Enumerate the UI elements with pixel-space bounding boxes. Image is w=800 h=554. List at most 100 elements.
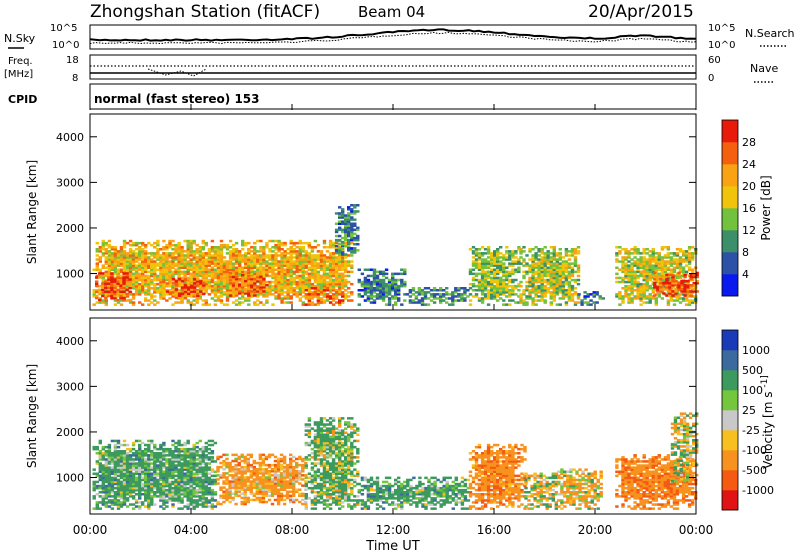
heatmap-cell <box>289 276 293 280</box>
heatmap-cell <box>101 495 105 498</box>
heatmap-cell <box>292 287 296 290</box>
heatmap-cell <box>684 250 689 253</box>
heatmap-cell <box>319 299 324 302</box>
heatmap-cell <box>334 266 339 269</box>
heatmap-cell <box>372 289 377 292</box>
heatmap-cell <box>198 260 202 263</box>
heatmap-cell <box>174 256 178 259</box>
heatmap-cell <box>116 486 121 490</box>
heatmap-cell <box>183 493 187 496</box>
heatmap-cell <box>310 266 315 269</box>
heatmap-cell <box>156 478 160 482</box>
heatmap-cell <box>259 239 263 243</box>
heatmap-cell <box>540 282 544 286</box>
heatmap-cell <box>159 505 163 508</box>
heatmap-cell <box>471 284 476 288</box>
heatmap-cell <box>350 224 354 227</box>
heatmap-cell <box>150 458 154 461</box>
heatmap-cell <box>508 303 512 306</box>
heatmap-cell <box>508 262 512 265</box>
heatmap-cell <box>534 254 538 257</box>
heatmap-cell <box>310 301 315 304</box>
heatmap-cell <box>125 493 130 496</box>
heatmap-cell <box>113 447 118 451</box>
heatmap-cell <box>543 268 547 271</box>
heatmap-cell <box>201 452 205 455</box>
heatmap-cell <box>195 256 199 259</box>
heatmap-cell <box>201 491 205 494</box>
heatmap-cell <box>592 291 596 294</box>
heatmap-cell <box>486 289 491 292</box>
heatmap-cell <box>624 256 628 259</box>
heatmap-cell <box>695 273 699 277</box>
heatmap-cell <box>546 252 550 255</box>
heatmap-cell <box>134 486 139 490</box>
heatmap-cell <box>645 301 649 304</box>
heatmap-cell <box>180 501 184 504</box>
heatmap-cell <box>331 266 336 269</box>
heatmap-cell <box>331 246 336 249</box>
heatmap-cell <box>334 245 339 248</box>
heatmap-cell <box>360 272 365 276</box>
heatmap-cell <box>192 280 196 284</box>
heatmap-cell <box>347 216 351 219</box>
heatmap-cell <box>344 280 348 284</box>
heatmap-cell <box>666 262 671 265</box>
heatmap-cell <box>366 295 371 298</box>
heatmap-cell <box>244 290 248 293</box>
heatmap-cell <box>639 299 643 302</box>
heatmap-cell <box>369 297 374 300</box>
heatmap-cell <box>131 472 136 475</box>
heatmap-cell <box>394 301 398 304</box>
heatmap-cell <box>147 264 151 267</box>
heatmap-cell <box>265 299 269 302</box>
heatmap-cell <box>683 286 687 289</box>
heatmap-cell <box>534 291 538 294</box>
heatmap-cell <box>668 286 672 289</box>
heatmap-cell <box>174 482 178 486</box>
heatmap-cell <box>304 284 308 288</box>
heatmap-cell <box>304 256 308 259</box>
heatmap-cell <box>195 452 199 455</box>
heatmap-cell <box>350 228 354 232</box>
heatmap-cell <box>138 488 142 492</box>
heatmap-cell <box>674 292 678 295</box>
heatmap-cell <box>231 289 236 292</box>
heatmap-cell <box>531 254 535 257</box>
heatmap-cell <box>338 228 342 232</box>
heatmap-cell <box>686 286 690 289</box>
heatmap-cell <box>231 301 236 304</box>
heatmap-cell <box>295 274 299 278</box>
heatmap-cell <box>344 278 348 282</box>
heatmap-cell <box>338 251 342 254</box>
heatmap-cell <box>110 248 115 251</box>
heatmap-cell <box>477 262 482 265</box>
heatmap-cell <box>328 239 333 243</box>
heatmap-cell <box>432 295 437 298</box>
heatmap-cell <box>113 254 118 257</box>
heatmap-cell <box>471 250 476 253</box>
heatmap-cell <box>289 246 293 249</box>
heatmap-cell <box>353 249 357 252</box>
heatmap-cell <box>128 266 133 269</box>
heatmap-cell <box>156 248 160 251</box>
heatmap-cell <box>683 290 687 293</box>
heatmap-cell <box>159 472 163 475</box>
heatmap-cell <box>555 287 559 290</box>
heatmap-cell <box>486 266 491 269</box>
heatmap-cell <box>301 301 305 304</box>
heatmap-cell <box>322 284 327 288</box>
heatmap-cell <box>576 270 581 274</box>
heatmap-cell <box>122 254 127 257</box>
heatmap-cell <box>113 493 118 496</box>
heatmap-cell <box>177 294 182 297</box>
heatmap-cell <box>387 303 392 306</box>
heatmap-cell <box>546 282 550 286</box>
heatmap-cell <box>159 486 163 490</box>
heatmap-cell <box>298 284 302 288</box>
heatmap-cell <box>621 268 625 271</box>
heatmap-cell <box>174 293 178 296</box>
heatmap-cell <box>110 495 115 498</box>
heatmap-cell <box>256 303 260 306</box>
heatmap-cell <box>165 243 169 247</box>
